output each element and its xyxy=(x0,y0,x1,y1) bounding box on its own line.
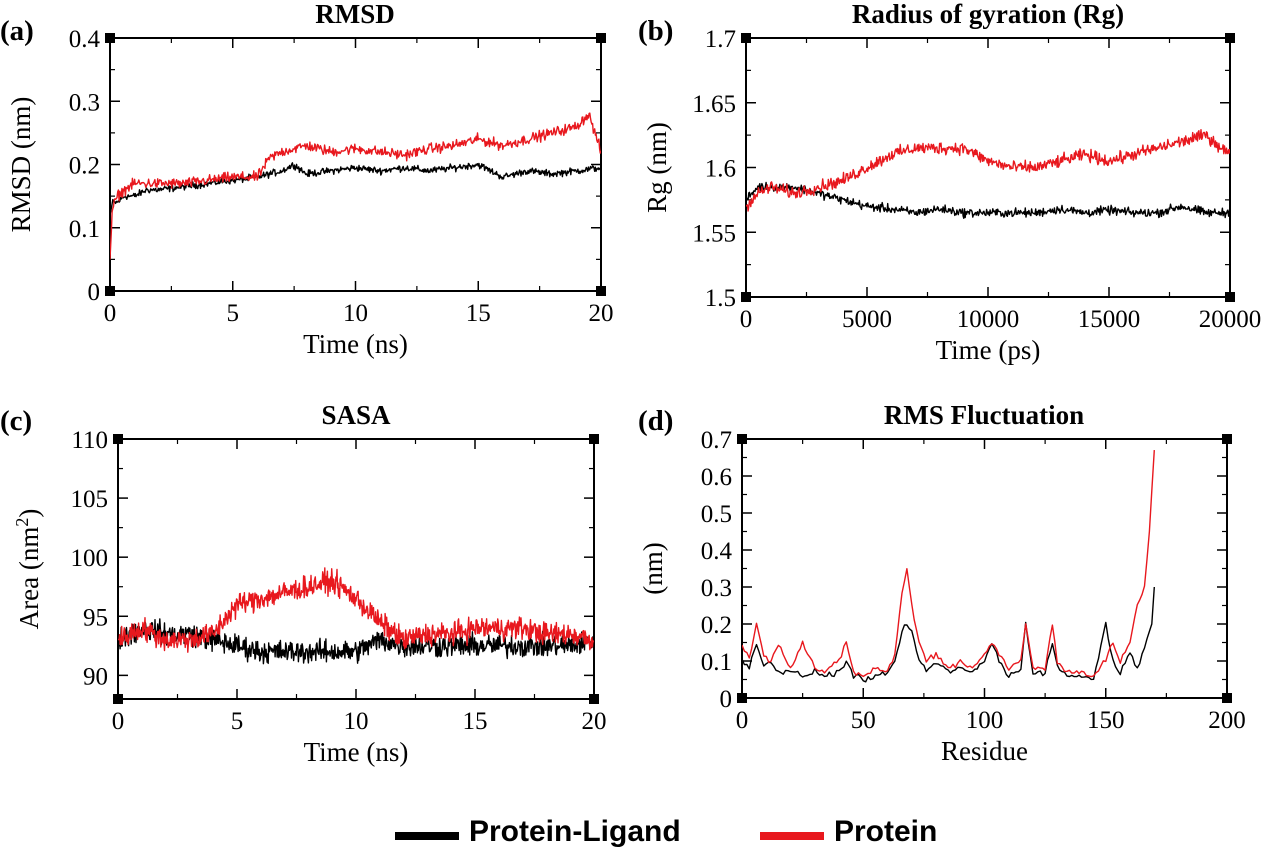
y-axis-label-d: (nm) xyxy=(638,542,668,594)
y-tick-label: 0.6 xyxy=(701,464,732,491)
x-tick-label: 150 xyxy=(1087,707,1125,734)
y-axis-label-c: Area (nm2) xyxy=(12,509,44,630)
legend: Protein-Ligand Protein xyxy=(395,815,1015,855)
y-tick-label: 1.7 xyxy=(705,26,736,53)
legend-label-protein: Protein xyxy=(834,815,938,848)
y-tick-label: 0 xyxy=(720,686,733,713)
series-line-protein-ligand xyxy=(742,586,1155,683)
series-line-protein-ligand xyxy=(118,618,594,665)
y-tick-label: 110 xyxy=(71,427,108,454)
y-axis-label-b: Rg (nm) xyxy=(642,122,672,213)
series-line-protein xyxy=(746,129,1230,212)
y-tick-label: 0.2 xyxy=(701,612,732,639)
panel-label-a: (a) xyxy=(0,15,34,47)
y-tick-label: 0.4 xyxy=(69,26,101,53)
x-tick-label: 10 xyxy=(343,300,368,327)
y-axis-label-superscript: 2 xyxy=(12,518,32,527)
series-line-protein-ligand xyxy=(746,181,1230,219)
chart-title-d: RMS Fluctuation xyxy=(884,400,1084,430)
panel-label-c: (c) xyxy=(0,405,32,437)
x-tick-label: 5 xyxy=(227,300,240,327)
x-axis-label-b: Time (ps) xyxy=(936,335,1041,365)
series-line-protein-ligand xyxy=(110,162,601,216)
y-tick-label: 0.1 xyxy=(701,649,732,676)
chart-panel-c: (c) SASA 0 5 10 15 20 90 95 100 105 110 Time (ns) Are… xyxy=(0,400,607,767)
plot-frame-b xyxy=(745,37,1231,298)
chart-panel-a: (a) RMSD 0 5 10 15 20 0 0.1 0.2 0.3 0.4 Time (ns) RMS… xyxy=(0,0,614,359)
x-tick-label: 20 xyxy=(589,300,614,327)
chart-panel-b: (b) Radius of gyration (Rg) 0 5000 10000 1500… xyxy=(638,0,1261,365)
plot-frame-d xyxy=(741,438,1228,699)
x-tick-label: 0 xyxy=(740,306,753,333)
plot-frame-c xyxy=(117,438,595,700)
y-tick-label: 95 xyxy=(83,604,108,631)
x-tick-label: 5000 xyxy=(842,306,892,333)
y-tick-label: 0.7 xyxy=(701,427,732,454)
y-tick-label: 0.3 xyxy=(69,89,100,116)
y-tick-label: 1.6 xyxy=(705,156,736,183)
x-tick-label: 20000 xyxy=(1199,306,1262,333)
x-tick-label: 15000 xyxy=(1078,306,1141,333)
x-tick-label: 200 xyxy=(1208,707,1246,734)
y-tick-label: 100 xyxy=(71,545,109,572)
x-tick-label: 100 xyxy=(966,707,1004,734)
x-tick-label: 15 xyxy=(466,300,491,327)
chart-panel-d: (d) RMS Fluctuation 0 50 100 150 200 0 0.1 0.2 0.3… xyxy=(638,400,1246,766)
panel-label-b: (b) xyxy=(638,15,673,47)
x-tick-label: 15 xyxy=(463,708,488,735)
x-tick-label: 5 xyxy=(231,708,244,735)
series-line-protein xyxy=(118,567,594,653)
y-axis-label-end: ) xyxy=(14,509,44,518)
y-tick-label: 105 xyxy=(71,486,109,513)
x-tick-label: 50 xyxy=(851,707,876,734)
y-tick-label: 90 xyxy=(83,663,108,690)
y-tick-label: 1.55 xyxy=(692,220,736,247)
x-tick-label: 0 xyxy=(104,300,117,327)
y-tick-label: 0.1 xyxy=(69,216,100,243)
chart-title-b: Radius of gyration (Rg) xyxy=(852,0,1124,29)
legend-swatch-protein xyxy=(760,832,824,840)
x-axis-label-a: Time (ns) xyxy=(303,329,408,359)
y-tick-label: 0.4 xyxy=(701,538,733,565)
panel-label-d: (d) xyxy=(638,405,673,437)
chart-title-a: RMSD xyxy=(315,0,395,29)
y-tick-label: 0.5 xyxy=(701,501,732,528)
y-tick-label: 0 xyxy=(88,279,101,306)
plot-frame-a xyxy=(109,37,602,292)
y-axis-label-a: RMSD (nm) xyxy=(6,97,36,233)
x-tick-label: 10000 xyxy=(957,306,1020,333)
y-tick-label: 0.3 xyxy=(701,575,732,602)
x-tick-label: 0 xyxy=(736,707,749,734)
y-tick-label: 0.2 xyxy=(69,153,100,180)
x-tick-label: 20 xyxy=(582,708,607,735)
y-tick-label: 1.65 xyxy=(692,91,736,118)
x-tick-label: 10 xyxy=(344,708,369,735)
legend-label-protein-ligand: Protein-Ligand xyxy=(469,815,681,848)
x-tick-label: 0 xyxy=(112,708,125,735)
chart-title-c: SASA xyxy=(321,400,391,430)
series-line-protein xyxy=(110,112,601,260)
y-tick-label: 1.5 xyxy=(705,285,736,312)
series-line-protein xyxy=(742,450,1155,678)
legend-swatch-protein-ligand xyxy=(395,832,459,840)
x-axis-label-c: Time (ns) xyxy=(304,737,409,767)
x-axis-label-d: Residue xyxy=(941,736,1028,766)
